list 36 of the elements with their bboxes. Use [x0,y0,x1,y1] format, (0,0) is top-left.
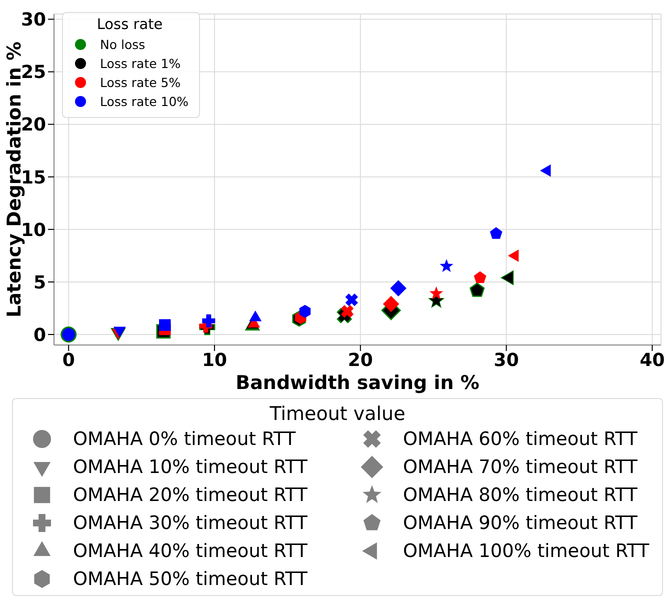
text: OMAHA 40% timeout RTT [73,540,308,562]
point [202,314,216,328]
text: OMAHA 30% timeout RTT [73,512,308,534]
point [490,227,502,239]
text: OMAHA 70% timeout RTT [403,456,638,478]
text: OMAHA 20% timeout RTT [73,484,308,506]
x-tick-label: 30 [494,350,519,371]
y-tick-label: 25 [20,62,46,84]
x-tick-label: 0 [62,350,75,371]
legend-title: Loss rate [96,17,164,33]
y-tick-label: 5 [33,272,46,294]
legend-label: No loss [100,37,146,52]
text: OMAHA 10% timeout RTT [73,456,308,478]
text: OMAHA 50% timeout RTT [73,568,308,590]
y-tick-label: 30 [20,10,46,31]
x-tick-label: 10 [202,350,228,371]
point [340,305,354,318]
point [299,304,311,318]
point [345,293,358,306]
text: OMAHA 60% timeout RTT [403,428,638,450]
x-axis-title: Bandwidth saving in % [236,372,480,394]
point [159,319,171,331]
text: Timeout value [268,403,406,425]
text: OMAHA 100% timeout RTT [403,540,650,562]
y-tick-label: 0 [33,324,46,346]
x-tick-label: 20 [348,350,373,371]
x-tick-label: 40 [640,350,665,371]
text: OMAHA 80% timeout RTT [403,484,638,506]
point [429,286,444,300]
legend-label: Loss rate 5% [100,75,181,90]
legend-label: Loss rate 1% [100,56,181,71]
text: OMAHA 0% timeout RTT [73,428,296,450]
point [474,271,486,284]
point [440,259,454,272]
legend-label: Loss rate 10% [100,94,189,109]
text: OMAHA 90% timeout RTT [403,512,638,534]
